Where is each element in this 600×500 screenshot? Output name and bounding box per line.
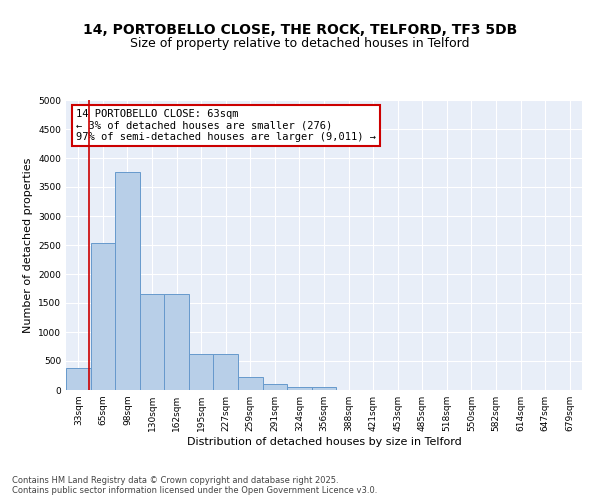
Bar	[140, 294, 164, 390]
Bar	[312, 387, 336, 390]
Text: Contains HM Land Registry data © Crown copyright and database right 2025.
Contai: Contains HM Land Registry data © Crown c…	[12, 476, 377, 495]
Text: Size of property relative to detached houses in Telford: Size of property relative to detached ho…	[130, 38, 470, 51]
Text: 14, PORTOBELLO CLOSE, THE ROCK, TELFORD, TF3 5DB: 14, PORTOBELLO CLOSE, THE ROCK, TELFORD,…	[83, 22, 517, 36]
Text: 14 PORTOBELLO CLOSE: 63sqm
← 3% of detached houses are smaller (276)
97% of semi: 14 PORTOBELLO CLOSE: 63sqm ← 3% of detac…	[76, 108, 376, 142]
Bar	[66, 368, 91, 390]
Bar	[115, 172, 140, 390]
Bar	[238, 376, 263, 390]
Bar	[164, 294, 189, 390]
Bar	[214, 354, 238, 390]
Y-axis label: Number of detached properties: Number of detached properties	[23, 158, 32, 332]
Bar	[263, 384, 287, 390]
Bar	[91, 244, 115, 390]
X-axis label: Distribution of detached houses by size in Telford: Distribution of detached houses by size …	[187, 437, 461, 447]
Bar	[287, 386, 312, 390]
Bar	[189, 354, 214, 390]
